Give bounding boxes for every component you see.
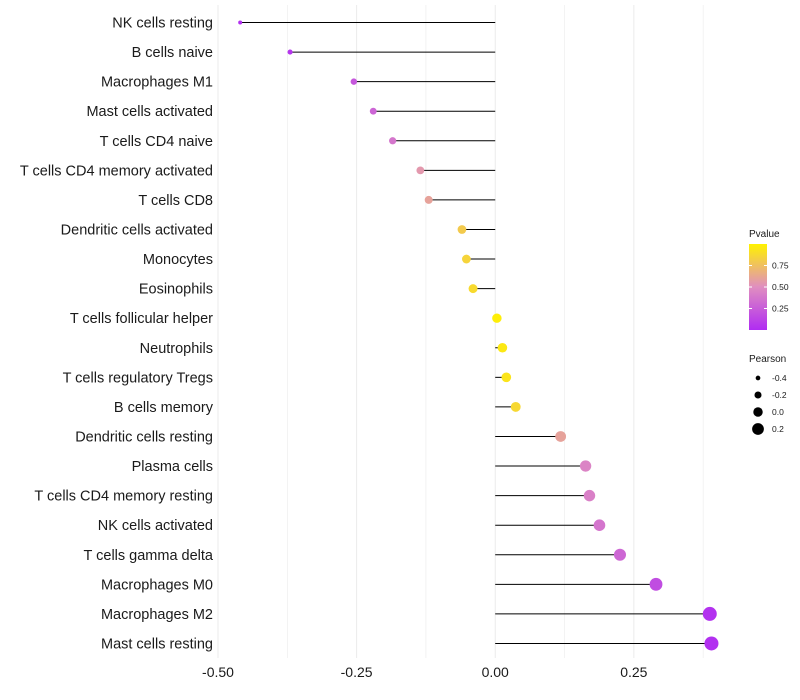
x-tick-label: 0.25 (620, 664, 647, 680)
legend-pearson-label: -0.2 (772, 390, 787, 400)
category-label: Plasma cells (132, 459, 213, 475)
lollipop-point (583, 489, 596, 502)
category-label: Macrophages M2 (101, 607, 213, 623)
legend-pvalue-label: 0.75 (772, 261, 789, 271)
category-label: NK cells activated (98, 518, 213, 534)
category-label: Macrophages M1 (101, 75, 213, 91)
lollipop-point (613, 548, 627, 561)
category-label: NK cells resting (112, 16, 213, 32)
category-label: Macrophages M0 (101, 577, 213, 593)
lollipop-point (369, 107, 377, 115)
lollipop-point (457, 225, 467, 234)
x-tick-label: -0.50 (202, 664, 234, 680)
category-label: Monocytes (143, 252, 213, 268)
legend-pearson-title: Pearson (749, 354, 786, 365)
lollipop-point (468, 284, 478, 294)
category-label: Mast cells activated (86, 104, 213, 120)
legend: Pvalue 0.75 0.50 0.25 Pearson -0.4 -0.2 0.0 0… (749, 229, 789, 435)
lollipop-points (238, 20, 719, 651)
category-label: T cells CD4 naive (100, 134, 213, 150)
category-label: B cells memory (114, 400, 214, 416)
legend-pearson-label: -0.4 (772, 373, 787, 383)
lollipop-point (501, 372, 512, 383)
legend-size-point (754, 391, 762, 399)
lollipop-point (702, 606, 717, 621)
category-label: Neutrophils (140, 341, 213, 357)
category-label: T cells gamma delta (84, 548, 214, 564)
category-label: T cells regulatory Tregs (63, 370, 213, 386)
x-tick-label: 0.00 (482, 664, 509, 680)
legend-size-point (753, 407, 763, 417)
category-label: Dendritic cells activated (61, 222, 213, 238)
legend-size-point (752, 423, 764, 435)
lollipop-point (704, 636, 719, 651)
lollipop-point (350, 78, 358, 85)
category-label: T cells CD4 memory resting (34, 489, 213, 505)
lollipop-point (424, 195, 433, 204)
category-labels: NK cells resting B cells naive Macrophages… (20, 16, 214, 653)
lollipop-point (416, 166, 425, 175)
lollipop-stems (240, 22, 712, 644)
lollipop-point (593, 519, 606, 531)
category-label: T cells CD4 memory activated (20, 163, 213, 179)
lollipop-point (510, 401, 521, 412)
lollipop-point (287, 49, 293, 55)
category-label: B cells naive (132, 45, 213, 61)
lollipop-point (238, 20, 243, 25)
legend-pvalue-title: Pvalue (749, 229, 780, 240)
lollipop-point (461, 254, 471, 264)
category-label: T cells CD8 (138, 193, 213, 209)
lollipop-point (555, 431, 567, 442)
category-label: T cells follicular helper (70, 311, 213, 327)
legend-pvalue-colorbar (749, 244, 767, 330)
legend-pvalue-label: 0.25 (772, 304, 789, 314)
lollipop-point (579, 460, 592, 472)
legend-size-point (755, 375, 761, 381)
category-label: Eosinophils (139, 282, 213, 298)
legend-pvalue-label: 0.50 (772, 282, 789, 292)
grid-lines (217, 5, 704, 658)
legend-pearson-label: 0.2 (772, 424, 784, 434)
x-axis-ticks: -0.50 -0.25 0.00 0.25 (202, 664, 648, 680)
x-tick-label: -0.25 (341, 664, 373, 680)
lollipop-point (492, 313, 502, 323)
lollipop-point (649, 577, 663, 591)
legend-pearson-label: 0.0 (772, 407, 784, 417)
category-label: Dendritic cells resting (75, 429, 213, 445)
category-label: Mast cells resting (101, 636, 213, 652)
lollipop-point (389, 137, 397, 145)
lollipop-point (497, 342, 508, 353)
